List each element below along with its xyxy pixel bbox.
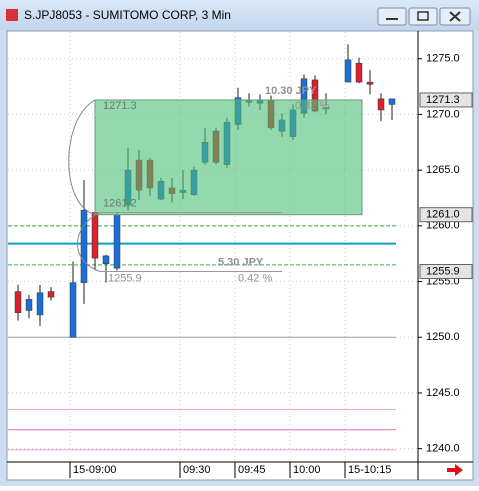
- measure-box: [94, 99, 363, 216]
- y-tick-label: 1245.0: [426, 387, 460, 399]
- app-icon: [6, 9, 18, 21]
- x-tick-label: 15-10:15: [348, 464, 391, 476]
- window-title: S.JPJ8053 - SUMITOMO CORP, 3 Min: [24, 8, 231, 22]
- measure-arc: [68, 99, 96, 216]
- price-label-box: [419, 207, 473, 223]
- y-tick-label: 1275.0: [426, 53, 460, 65]
- candle-body: [388, 98, 396, 105]
- measure-change: 10.30 JPY: [265, 85, 317, 97]
- candle-body: [14, 291, 22, 313]
- candle-body: [377, 98, 385, 111]
- candle-body: [36, 292, 44, 316]
- measure-top-label: 1271.3: [103, 100, 137, 112]
- candle-body: [113, 214, 121, 269]
- plot: 1240.01245.01250.01255.01260.01265.01270…: [8, 32, 473, 478]
- candle-body: [355, 62, 363, 83]
- measure-arc: [77, 212, 101, 272]
- x-tick-label: 15-09:00: [73, 464, 116, 476]
- candle-body: [69, 282, 77, 338]
- y-tick-label: 1260.0: [426, 220, 460, 232]
- x-tick-label: 09:30: [183, 464, 211, 476]
- measure-top-label: 1261.2: [103, 197, 137, 209]
- maximize-button[interactable]: [408, 7, 438, 26]
- maximize-icon: [417, 11, 429, 21]
- measure-percent: 0.42 %: [238, 272, 272, 284]
- price-label: 1255.9: [426, 265, 460, 277]
- measure-bottom-label: 1255.9: [108, 272, 142, 284]
- minimize-button[interactable]: [377, 7, 407, 26]
- scroll-arrow[interactable]: [447, 464, 463, 476]
- candle-body: [47, 291, 55, 298]
- x-tick-label: 10:00: [293, 464, 321, 476]
- candle-body: [102, 255, 110, 264]
- candle-body: [366, 81, 374, 85]
- candle-body: [91, 212, 99, 259]
- close-icon: [449, 11, 461, 22]
- price-label: 1271.3: [426, 94, 460, 106]
- candle-body: [80, 209, 88, 283]
- x-tick-label: 09:45: [238, 464, 266, 476]
- y-tick-label: 1265.0: [426, 164, 460, 176]
- price-label: 1261.0: [426, 209, 460, 221]
- price-label-box: [419, 92, 473, 108]
- price-label-box: [419, 264, 473, 280]
- measure-percent: 0.82 %: [295, 100, 329, 112]
- measure-change: 5.30 JPY: [218, 256, 264, 268]
- y-tick-label: 1270.0: [426, 108, 460, 120]
- candle-body: [344, 59, 352, 83]
- y-tick-label: 1240.0: [426, 443, 460, 455]
- y-tick-label: 1250.0: [426, 331, 460, 343]
- candle-body: [25, 299, 33, 311]
